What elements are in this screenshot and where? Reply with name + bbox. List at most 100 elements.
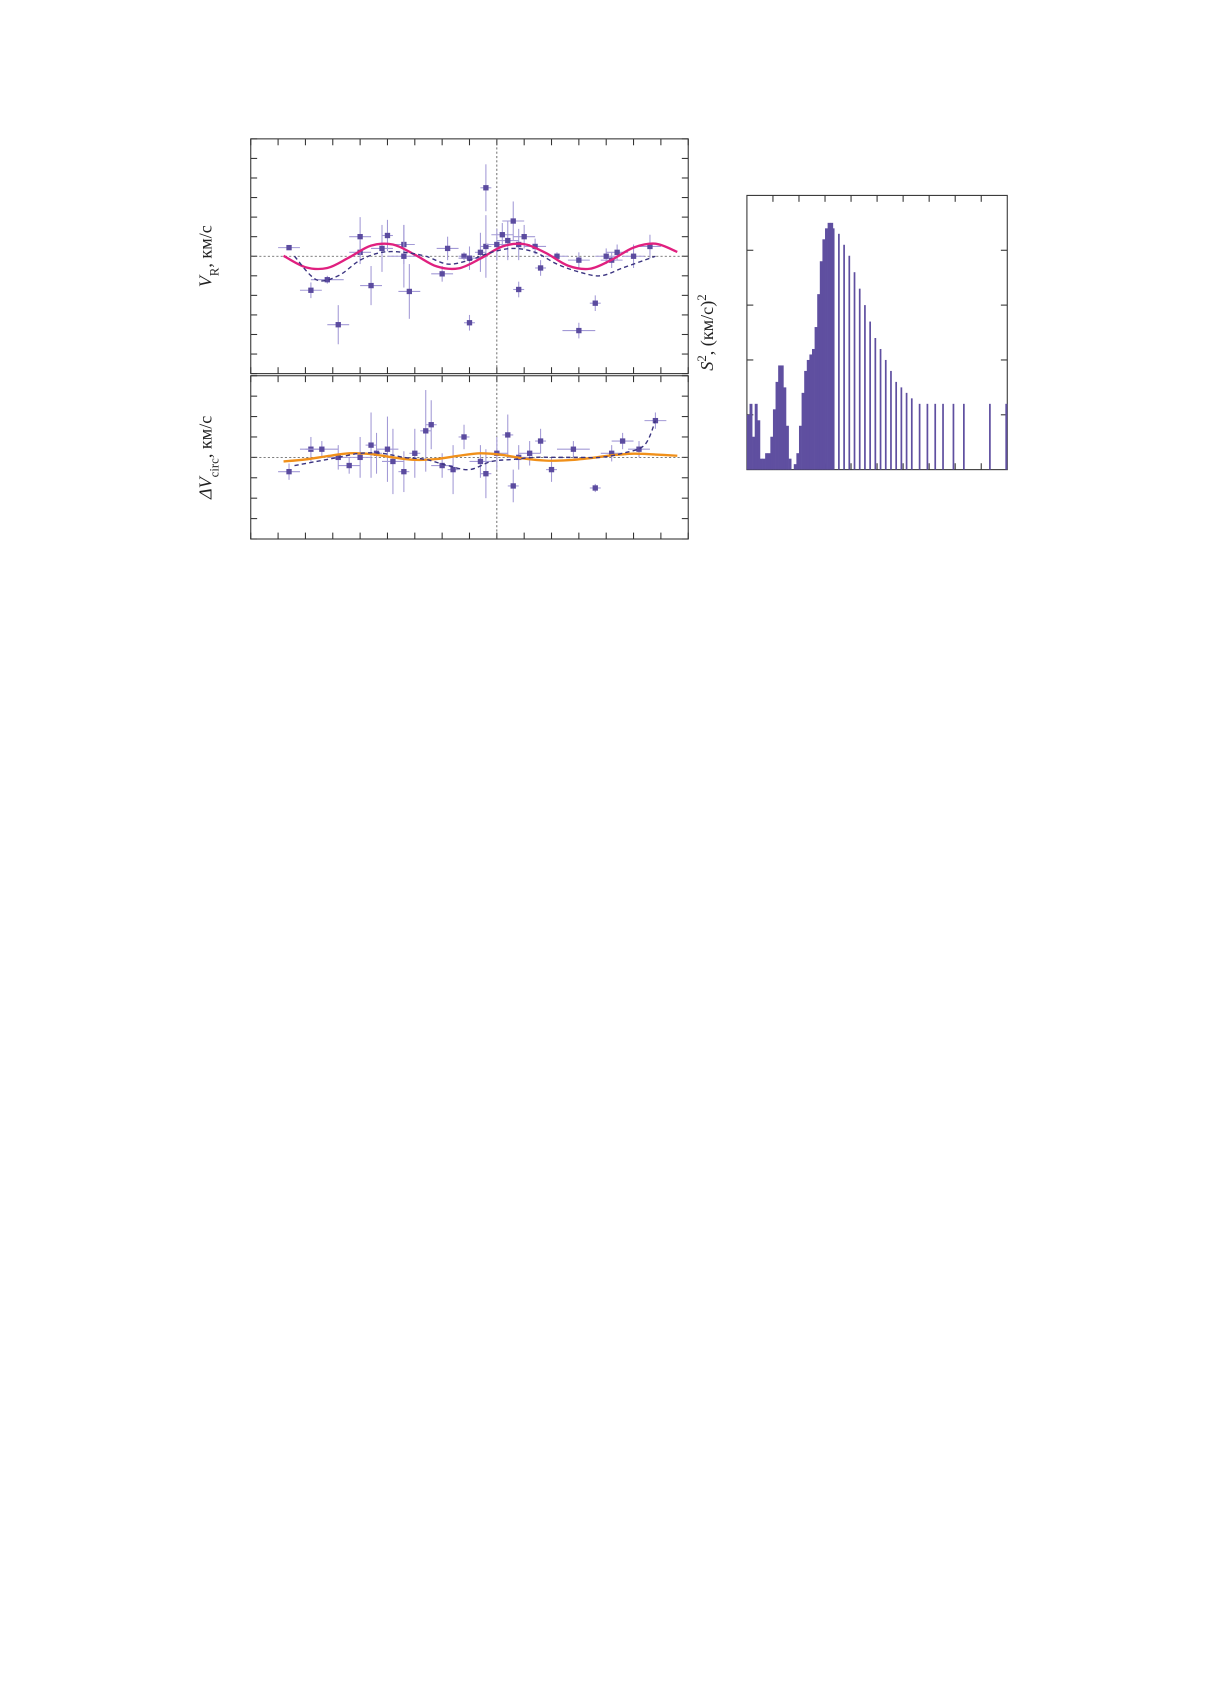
panel: VR, км/с xyxy=(195,138,689,375)
data-point xyxy=(401,468,407,475)
spectrum-bar xyxy=(952,403,955,470)
spectrum-bar xyxy=(819,261,823,470)
data-point xyxy=(308,287,314,293)
spectrum-bar xyxy=(798,425,802,470)
data-point xyxy=(630,253,637,259)
spectrum-bar xyxy=(757,420,761,470)
y-axis-label-part: ΔV xyxy=(195,475,215,500)
spectrum-bar xyxy=(869,321,871,470)
spectrum-bar xyxy=(806,359,810,470)
spectrum-bar xyxy=(817,294,821,470)
y-axis-label: ΔVcirc, км/с xyxy=(195,416,221,500)
spectrum-bar xyxy=(905,392,908,470)
data-point xyxy=(521,234,527,240)
spectrum-bar xyxy=(759,458,763,470)
data-point xyxy=(412,450,418,456)
y-axis-label-part: , км/с xyxy=(195,225,215,267)
y-axis-label: S2, (км/с)2 xyxy=(695,294,718,370)
data-point xyxy=(461,253,467,259)
spectrum-bar xyxy=(775,381,779,470)
data-point xyxy=(537,438,544,444)
spectrum-bar xyxy=(754,403,758,470)
spectrum-bar xyxy=(746,414,750,470)
data-point xyxy=(444,245,451,252)
data-point xyxy=(592,300,598,306)
data-point xyxy=(570,446,577,452)
spectrum-bar xyxy=(770,436,774,470)
spectrum-bar xyxy=(796,453,800,470)
data-point xyxy=(614,249,620,255)
fit-curve xyxy=(282,242,678,271)
data-point xyxy=(477,458,484,465)
data-point xyxy=(368,442,374,448)
spectrum-bar xyxy=(772,409,776,470)
y-axis-label-part: S xyxy=(697,362,717,371)
spectrum-bar xyxy=(827,222,831,470)
data-point xyxy=(505,432,511,438)
spectrum-bar xyxy=(884,359,887,470)
data-point xyxy=(537,265,544,271)
spectrum-bar xyxy=(879,348,882,470)
spectrum-bar xyxy=(788,458,792,470)
data-point xyxy=(483,185,489,191)
spectrum-bar xyxy=(848,255,851,470)
data-point xyxy=(494,241,500,248)
spectrum-bar xyxy=(858,288,861,470)
panel: S2, (км/с)2 xyxy=(695,194,1008,471)
data-point xyxy=(526,450,533,456)
spectrum-bar xyxy=(822,239,826,470)
spectrum-bar xyxy=(814,327,818,470)
spectrum-bar xyxy=(918,403,921,470)
spectrum-bar xyxy=(832,228,835,470)
data-point xyxy=(379,245,385,252)
data-point xyxy=(357,454,363,461)
data-point xyxy=(324,277,330,283)
data-point xyxy=(603,253,609,259)
y-axis-label-part: circ xyxy=(207,458,221,477)
spectrum-bar xyxy=(895,381,898,470)
spectrum-bar xyxy=(767,453,771,470)
data-point xyxy=(286,244,292,251)
spectrum-bar xyxy=(785,425,789,470)
data-point xyxy=(406,288,413,295)
data-point xyxy=(510,218,516,224)
spectrum-bar xyxy=(838,233,840,470)
data-point xyxy=(652,417,659,424)
spectrum-bar xyxy=(783,387,787,470)
spectrum-bar xyxy=(809,354,813,470)
data-point xyxy=(319,446,325,452)
data-point xyxy=(357,234,363,240)
data-point xyxy=(346,462,352,469)
spectrum-bar xyxy=(804,370,808,470)
spectrum-bar xyxy=(874,338,877,470)
spectrum-bar xyxy=(989,403,991,470)
spectrum-bar xyxy=(780,365,784,470)
spectrum-bar xyxy=(934,403,937,470)
data-point xyxy=(384,232,391,239)
data-point xyxy=(516,286,522,293)
data-point xyxy=(335,322,341,328)
spectrum-bar xyxy=(853,272,856,470)
spectrum-bar xyxy=(793,464,797,470)
data-point xyxy=(401,253,407,259)
spectrum-bar xyxy=(762,458,766,470)
data-point xyxy=(439,462,445,469)
panel: ΔVcirc, км/с xyxy=(195,375,689,540)
spectrum-bar xyxy=(801,392,805,470)
data-point xyxy=(483,471,489,477)
spectrum-bar xyxy=(752,436,756,470)
data-point xyxy=(548,466,555,473)
spectrum-bar xyxy=(910,398,913,470)
spectrum-bar xyxy=(864,305,866,470)
data-point xyxy=(609,450,615,456)
spectrum-bar xyxy=(778,365,782,470)
data-point xyxy=(619,438,626,444)
data-point xyxy=(510,483,516,489)
y-axis-label-part: , км/с xyxy=(195,416,215,458)
spectrum-bar xyxy=(900,387,903,470)
spectrum-bar xyxy=(1005,403,1008,470)
spectrum-bar xyxy=(830,222,834,470)
y-axis-label-part: , (км/с) xyxy=(697,301,718,355)
data-point xyxy=(461,434,467,440)
